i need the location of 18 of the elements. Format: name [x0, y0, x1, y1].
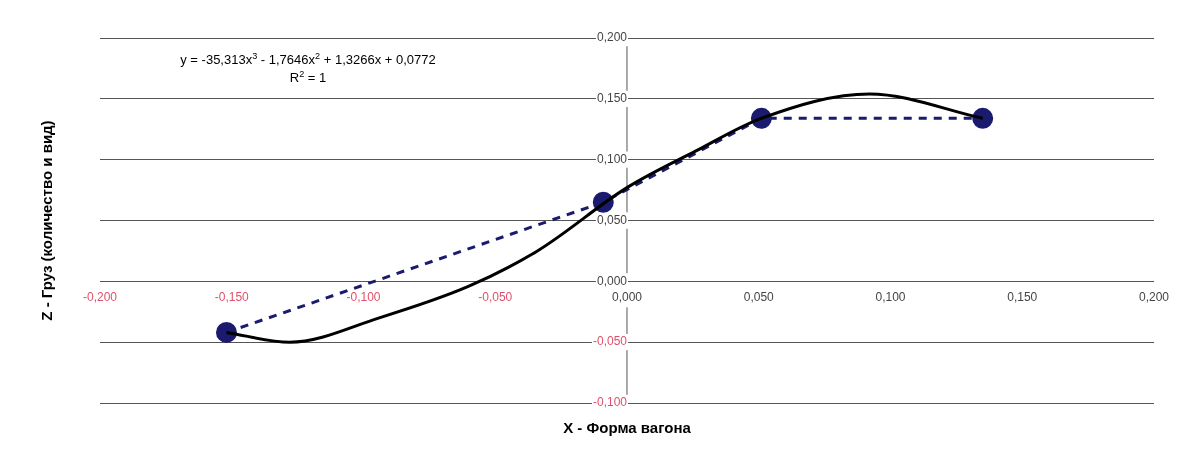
x-tick-label: 0,150 [1007, 289, 1038, 304]
x-axis-title: X - Форма вагона [563, 419, 692, 437]
y-tick-label: -0,100 [592, 395, 628, 410]
x-tick-label: -0,050 [478, 289, 513, 304]
y-axis-title: Z - Груз (количество и вид) [38, 120, 56, 321]
x-tick-label: 0,200 [1138, 289, 1170, 304]
x-tick-label: -0,100 [346, 289, 381, 304]
x-tick-label: 0,000 [611, 289, 643, 304]
x-tick-label: -0,200 [82, 289, 118, 304]
y-tick-label: -0,050 [592, 334, 628, 349]
y-tick-label: 0,100 [596, 151, 628, 166]
y-tick-label: 0,200 [596, 30, 628, 45]
x-tick-label: 0,050 [743, 289, 775, 304]
x-tick-label: 0,100 [875, 289, 906, 304]
y-tick-label: 0,000 [596, 273, 628, 288]
x-tick-label: -0,150 [214, 289, 250, 304]
y-tick-label: 0,150 [596, 91, 628, 106]
y-tick-label: 0,050 [596, 212, 628, 227]
